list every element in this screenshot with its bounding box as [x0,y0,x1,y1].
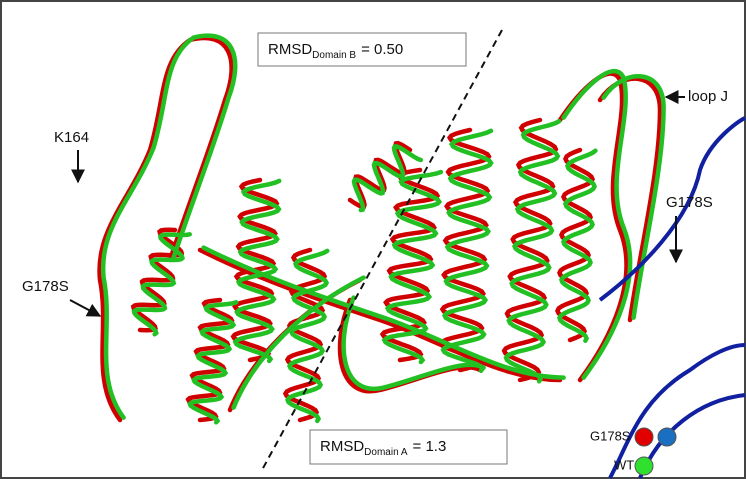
rmsd-sub: Domain B [312,50,356,61]
loop-label: loop J [688,88,728,105]
legend-label: G178S : [590,428,638,443]
legend-dot [635,457,653,475]
rmsd-sub: Domain A [364,447,408,458]
residue-label: G178S [22,278,69,295]
legend-dot [658,428,676,446]
legend-dot [635,428,653,446]
rmsd-value: = 1.3 [413,438,447,455]
figure: RMSDDomain B= 0.50 RMSDDomain A= 1.3 K16… [0,0,746,479]
residue-label: G178S [666,194,713,211]
rmsd-main: RMSD [268,41,312,58]
rmsd-main: RMSD [320,438,364,455]
residue-label: K164 [54,129,89,146]
rmsd-value: = 0.50 [361,41,403,58]
